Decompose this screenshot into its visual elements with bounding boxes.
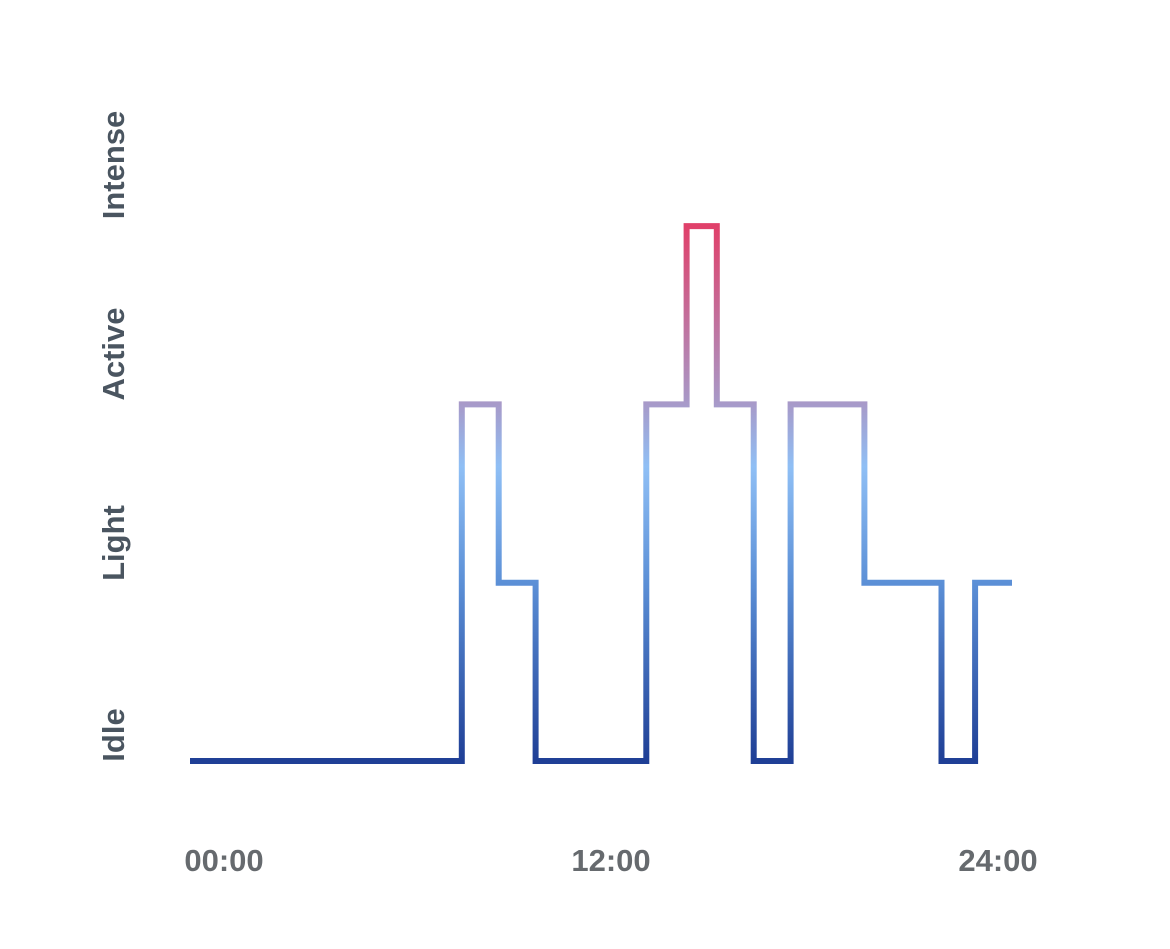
y-tick-label-light: Light [96,505,131,581]
x-tick-label-1200: 12:00 [571,843,650,878]
y-tick-label-active: Active [96,307,131,400]
x-tick-label-2400: 24:00 [958,843,1037,878]
series-layer [190,226,1012,761]
y-tick-label-idle: Idle [96,708,131,761]
x-axis-labels: 00:00 12:00 24:00 [184,843,1037,878]
y-axis-labels: Idle Light Active Intense [96,111,131,762]
series-line-activity-level [190,226,1012,761]
x-tick-label-0000: 00:00 [184,843,263,878]
y-tick-label-intense: Intense [96,111,131,220]
